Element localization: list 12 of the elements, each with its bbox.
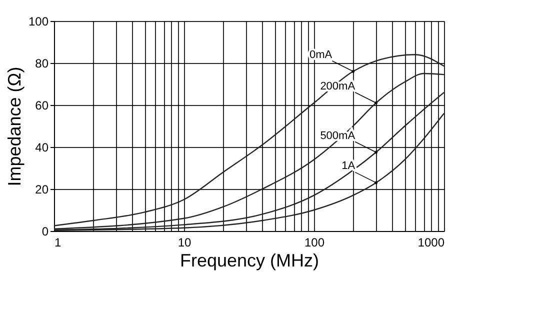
y-tick-label: 40: [35, 140, 49, 154]
y-tick-label: 80: [35, 56, 49, 70]
y-tick-label: 100: [28, 14, 49, 28]
x-tick-label: 10: [178, 236, 192, 250]
y-tick-label: 0: [42, 224, 49, 238]
x-axis-title: Frequency (MHz): [180, 250, 320, 270]
y-tick-label: 60: [35, 98, 49, 112]
y-axis-title: Impedance (Ω): [4, 66, 24, 186]
x-tick-label: 100: [304, 236, 325, 250]
x-tick-label: 1000: [418, 236, 445, 250]
x-tick-label: 1: [54, 236, 62, 250]
y-tick-label: 20: [35, 182, 49, 196]
